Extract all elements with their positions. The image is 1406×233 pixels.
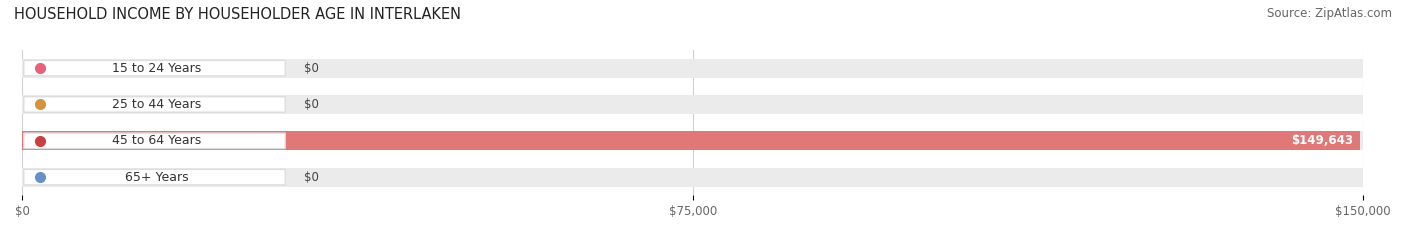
- Text: $0: $0: [304, 98, 319, 111]
- Bar: [22, 131, 1360, 150]
- Text: Source: ZipAtlas.com: Source: ZipAtlas.com: [1267, 7, 1392, 20]
- Text: $0: $0: [304, 62, 319, 75]
- FancyBboxPatch shape: [24, 97, 285, 112]
- Text: 65+ Years: 65+ Years: [125, 171, 188, 184]
- Text: 15 to 24 Years: 15 to 24 Years: [112, 62, 201, 75]
- FancyBboxPatch shape: [24, 133, 285, 148]
- Bar: [22, 59, 1364, 78]
- Bar: [22, 95, 1364, 114]
- Text: 45 to 64 Years: 45 to 64 Years: [112, 134, 201, 147]
- FancyBboxPatch shape: [24, 169, 285, 185]
- Text: $0: $0: [304, 171, 319, 184]
- Bar: [22, 131, 1364, 150]
- Text: 25 to 44 Years: 25 to 44 Years: [112, 98, 201, 111]
- Bar: [22, 168, 1364, 187]
- Text: HOUSEHOLD INCOME BY HOUSEHOLDER AGE IN INTERLAKEN: HOUSEHOLD INCOME BY HOUSEHOLDER AGE IN I…: [14, 7, 461, 22]
- FancyBboxPatch shape: [24, 60, 285, 76]
- Text: $149,643: $149,643: [1291, 134, 1354, 147]
